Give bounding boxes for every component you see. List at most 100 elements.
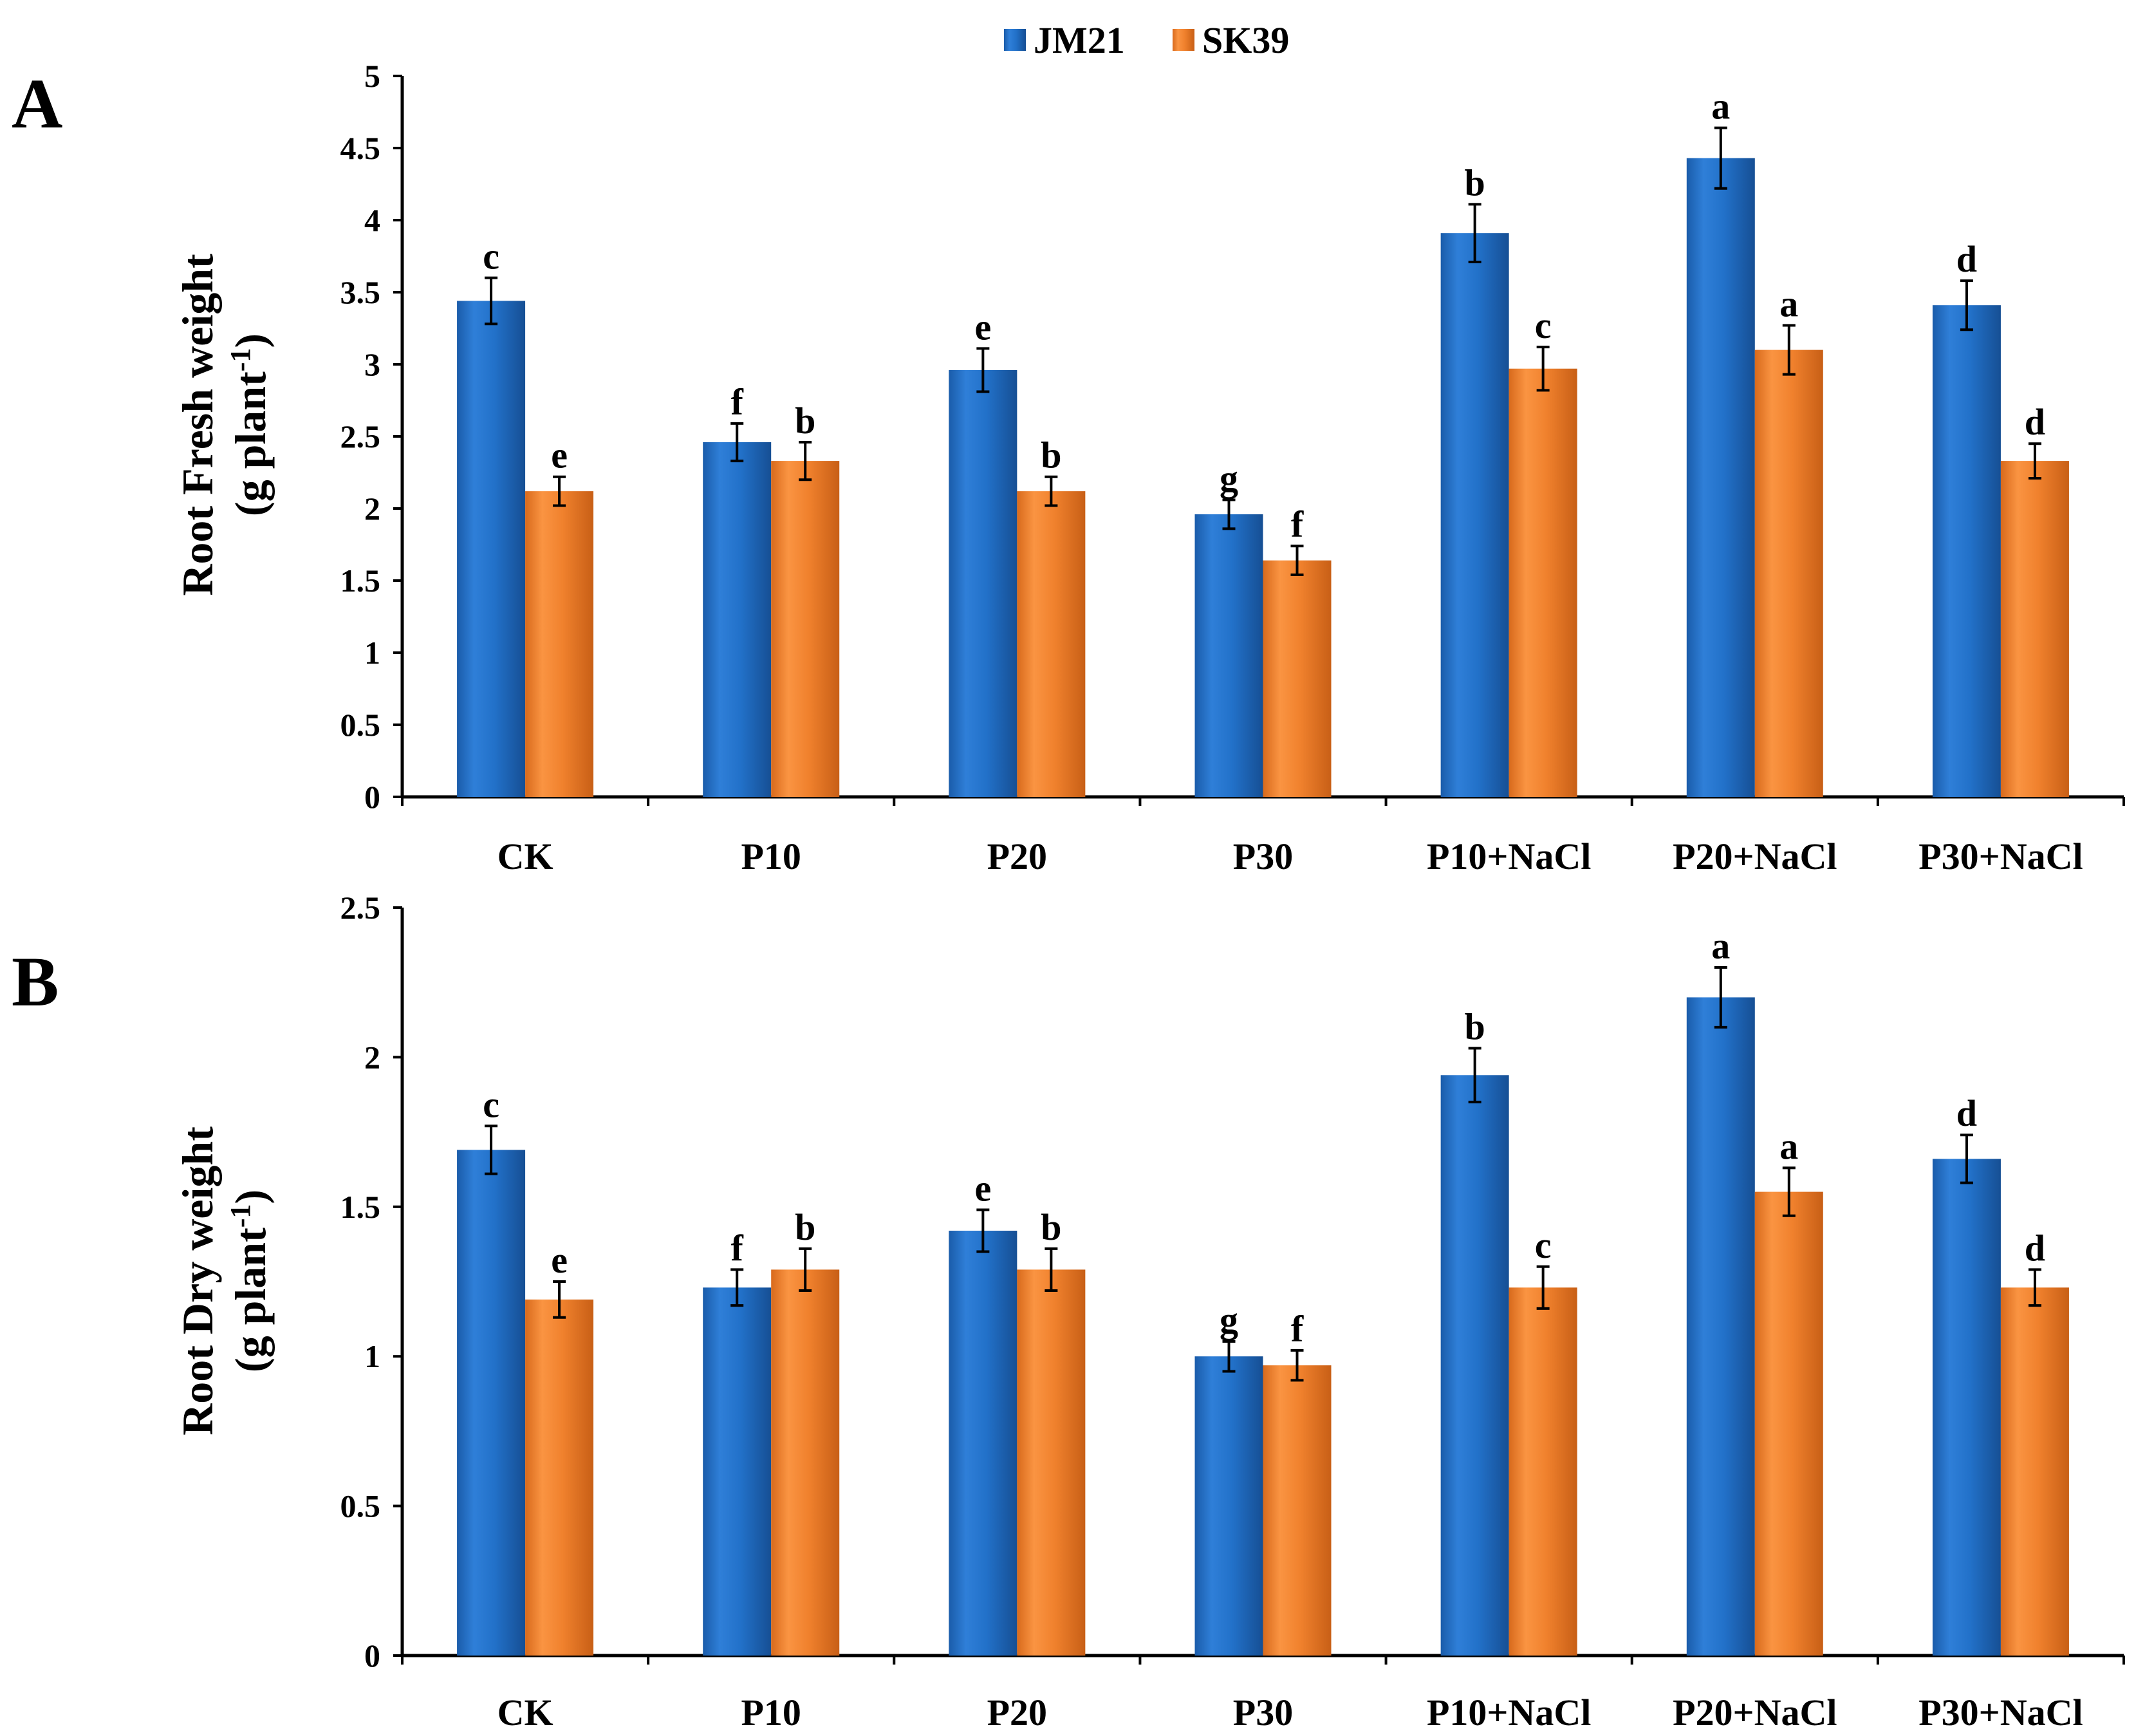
panel-b-significance-letter-sk39: e — [551, 1239, 568, 1281]
panel-b-error-bar-sk39 — [1290, 1349, 1304, 1382]
panel-b-category-label: P30+NaCl — [1918, 1692, 2083, 1733]
panel-a-significance-letter-sk39: e — [551, 434, 568, 476]
panel-b-significance-letter-sk39: b — [1041, 1206, 1061, 1248]
panel-b-bar-jm21 — [1932, 1159, 2001, 1656]
panel-a-bar-sk39 — [1509, 368, 1577, 797]
panel-a-category-label: CK — [497, 835, 553, 877]
panel-b-bar-sk39 — [1754, 1191, 1823, 1656]
panel-a-y-tick-label: 4.5 — [340, 130, 381, 166]
panel-a-bar-sk39 — [1263, 560, 1332, 797]
panel-b-significance-letter-sk39: d — [2025, 1227, 2045, 1269]
legend: JM21 SK39 — [1004, 19, 1289, 61]
panel-a-bar-sk39 — [2000, 461, 2069, 797]
panel-b-category-label: CK — [497, 1692, 553, 1733]
panel-b-significance-letter-sk39: f — [1291, 1308, 1304, 1350]
panel-a-category-label: P30 — [1233, 835, 1293, 877]
panel-b-ylabel-close: ) — [226, 1190, 275, 1204]
panel-a-error-bar-sk39 — [799, 440, 812, 481]
panel-a-error-bar-sk39 — [1782, 324, 1796, 376]
panel-a-y-tick-label: 1 — [364, 635, 380, 671]
panel-a-significance-letter-sk39: f — [1291, 503, 1304, 545]
panel-b-significance-letter-jm21: b — [1465, 1005, 1485, 1047]
panel-a-y-tick-label: 1.5 — [340, 563, 381, 599]
panel-b-significance-letter-sk39: a — [1779, 1125, 1798, 1167]
panel-a-y-tick-label: 2 — [364, 490, 380, 527]
panel-a-category-label: P10 — [741, 835, 801, 877]
panel-a-bar-sk39 — [1017, 491, 1086, 797]
panel-a-significance-letter-jm21: d — [1956, 238, 1977, 280]
panel-b-significance-letter-jm21: d — [1956, 1092, 1977, 1134]
panel-a-bar-jm21 — [949, 369, 1017, 797]
panel-a-significance-letter-jm21: e — [974, 306, 991, 348]
panel-b-bar-jm21 — [1440, 1075, 1509, 1656]
panel-b-error-bar-sk39 — [1045, 1247, 1058, 1292]
panel-a-bar-jm21 — [457, 301, 526, 797]
panel-b-category-label: P20+NaCl — [1673, 1692, 1837, 1733]
panel-a-y-tick-label: 2.5 — [340, 418, 381, 454]
panel-b-bar-sk39 — [2000, 1287, 2069, 1656]
panel-a-error-bar-jm21 — [730, 422, 744, 463]
panel-a-significance-letter-jm21: f — [731, 381, 744, 423]
panel-b-bar-jm21 — [949, 1230, 1017, 1656]
panel-b-category-label: P20 — [987, 1692, 1047, 1733]
panel-b-y-tick-label: 0 — [364, 1638, 380, 1674]
panel-b-letter: B — [12, 942, 59, 1021]
panel-b-significance-letter-jm21: a — [1711, 925, 1730, 967]
panel-a-error-bar-jm21 — [1468, 203, 1481, 263]
panel-b-chart: B Root Dry weight (g plant-1) 0 0.5 1 1.5 2 2… — [12, 890, 2125, 1733]
panel-a-chart: A Root Fresh weight (g plant-1) 0 0.5 1 1.5… — [12, 58, 2125, 877]
panel-b-error-bar-jm21 — [1960, 1134, 1973, 1184]
panel-a-category-label: P20 — [987, 835, 1047, 877]
panel-a-y-tick-label: 0.5 — [340, 707, 381, 743]
panel-b-bar-jm21 — [1194, 1356, 1263, 1656]
legend-swatch-jm21 — [1004, 29, 1026, 51]
panel-a-error-bar-sk39 — [1536, 346, 1550, 392]
panel-a-error-bar-jm21 — [1960, 279, 1973, 331]
panel-a-bar-jm21 — [1932, 305, 2001, 797]
panel-a-significance-letter-jm21: g — [1220, 458, 1238, 499]
panel-b-bar-sk39 — [525, 1299, 594, 1656]
panel-b-error-bar-sk39 — [799, 1247, 812, 1292]
panel-a-error-bar-sk39 — [2028, 442, 2041, 480]
panel-b-bar-sk39 — [1509, 1287, 1577, 1656]
panel-a-bar-jm21 — [1686, 158, 1755, 797]
panel-b-significance-letter-sk39: b — [795, 1206, 815, 1248]
panel-a-error-bar-jm21 — [1222, 498, 1236, 530]
panel-a-ylabel-unit: (g plant — [226, 371, 275, 516]
panel-a-error-bar-sk39 — [1290, 545, 1304, 577]
panel-b-bar-sk39 — [771, 1269, 840, 1656]
panel-a-significance-letter-sk39: d — [2025, 401, 2045, 443]
panel-b-plot-area: 0 0.5 1 1.5 2 2.5 c e CK f b P10 e b P20 g f P30 b c P10+NaC… — [340, 890, 2125, 1733]
panel-a-bar-jm21 — [1194, 514, 1263, 797]
panel-a-significance-letter-sk39: a — [1779, 283, 1798, 325]
panel-b-y-tick-label: 2 — [364, 1039, 380, 1075]
panel-b-error-bar-jm21 — [1714, 966, 1727, 1029]
panel-a-error-bar-sk39 — [1045, 475, 1058, 507]
panel-a-significance-letter-jm21: b — [1465, 162, 1485, 203]
panel-b-ylabel-unit: (g plant — [226, 1227, 275, 1372]
panel-b-bar-sk39 — [1263, 1365, 1332, 1656]
panel-b-error-bar-jm21 — [485, 1125, 498, 1175]
panel-b-significance-letter-jm21: e — [974, 1167, 991, 1209]
panel-a-ylabel-line2: (g plant-1) — [225, 333, 275, 516]
panel-b-significance-letter-jm21: f — [731, 1227, 744, 1269]
panel-a-category-label: P20+NaCl — [1673, 835, 1837, 877]
panel-b-error-bar-jm21 — [1222, 1339, 1236, 1373]
panel-b-ylabel-line1: Root Dry weight — [173, 1126, 222, 1435]
panel-b-category-label: P30 — [1233, 1692, 1293, 1733]
panel-b-error-bar-jm21 — [976, 1208, 990, 1253]
panel-b-category-label: P10 — [741, 1692, 801, 1733]
panel-b-y-tick-label: 1 — [364, 1338, 380, 1374]
panel-a-error-bar-jm21 — [485, 276, 498, 326]
panel-a-category-label: P10+NaCl — [1427, 835, 1591, 877]
panel-b-error-bar-jm21 — [730, 1268, 744, 1307]
panel-b-error-bar-sk39 — [2028, 1268, 2041, 1307]
panel-b-error-bar-sk39 — [1782, 1166, 1796, 1217]
panel-b-significance-letter-sk39: c — [1535, 1224, 1552, 1266]
panel-b-y-tick-label: 0.5 — [340, 1488, 381, 1524]
panel-a-y-tick-label: 3 — [364, 346, 380, 382]
panel-a-significance-letter-jm21: c — [483, 236, 499, 277]
panel-a-ylabel-line1: Root Fresh weight — [173, 254, 222, 596]
panel-b-bar-jm21 — [1686, 997, 1755, 1656]
